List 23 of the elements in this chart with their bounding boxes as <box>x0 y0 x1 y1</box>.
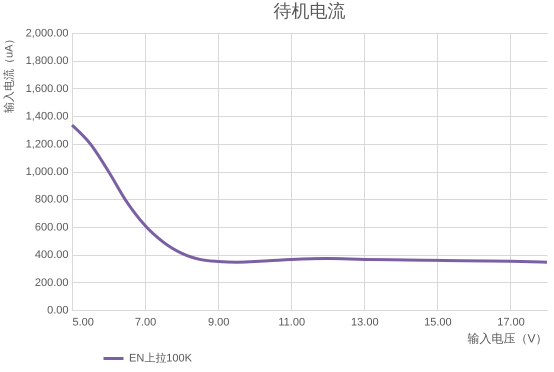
y-axis-title: 输入电流（uA） <box>2 34 16 113</box>
x-axis-title: 输入电压（V） <box>467 332 548 346</box>
x-tick-label: 9.00 <box>208 316 230 328</box>
y-tick-label: 1,600.00 <box>26 82 68 95</box>
x-tick-label: 5.00 <box>72 316 94 328</box>
y-tick-label: 2,000.00 <box>26 28 68 40</box>
y-tick-label: 1,200.00 <box>26 138 68 150</box>
y-tick-label: 600.00 <box>34 221 68 234</box>
y-tick-label: 0.00 <box>47 304 68 316</box>
x-tick-label: 13.00 <box>351 316 379 328</box>
y-tick-label: 1,400.00 <box>26 110 68 123</box>
y-tick-label: 800.00 <box>34 194 68 206</box>
y-tick-label: 1,000.00 <box>26 166 68 178</box>
line-series <box>70 124 548 264</box>
x-tick-label: 15.00 <box>424 316 452 328</box>
legend-label: EN上拉100K <box>129 352 193 364</box>
y-tick-label: 1,800.00 <box>26 55 68 68</box>
chart-title: 待机电流 <box>274 1 346 21</box>
x-tick-label: 7.00 <box>134 316 156 328</box>
y-tick-label: 400.00 <box>34 249 68 262</box>
x-tick-label: 11.00 <box>278 316 306 328</box>
x-tick-label: 17.00 <box>497 316 525 328</box>
y-tick-label: 200.00 <box>34 276 68 289</box>
